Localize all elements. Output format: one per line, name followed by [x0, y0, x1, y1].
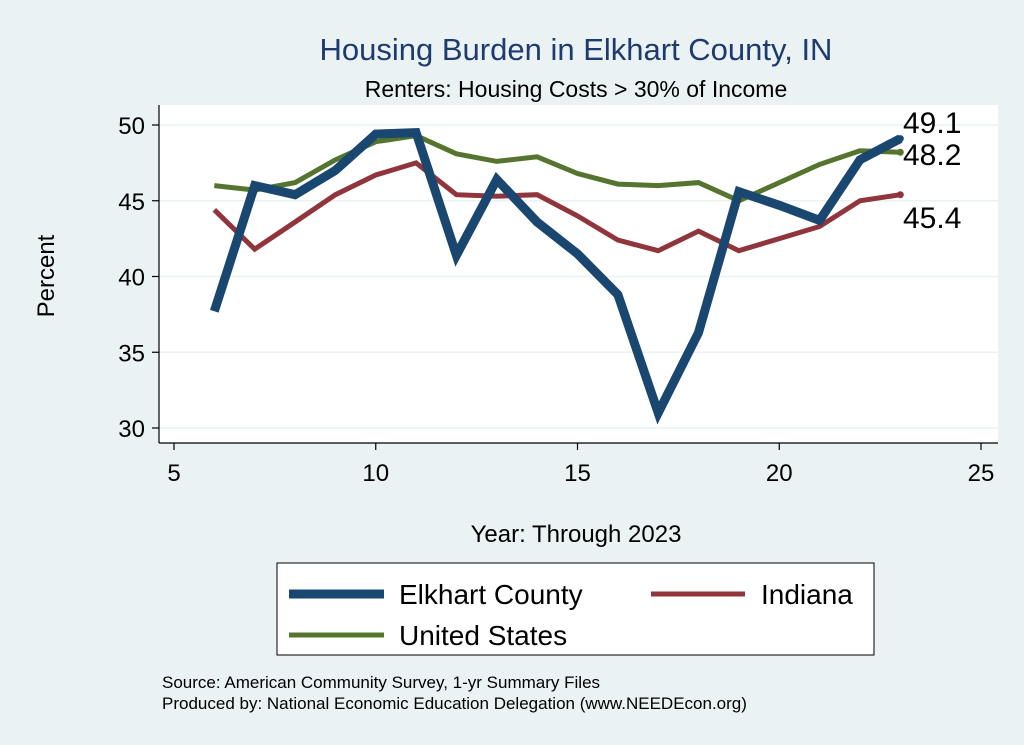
end-label-elkhart-county: 49.1: [903, 107, 961, 140]
x-tick-label-25: 25: [968, 460, 995, 487]
x-tick-label-20: 20: [766, 460, 793, 487]
series-lines: [210, 127, 904, 425]
legend-label-elkhart-county: Elkhart County: [399, 579, 583, 610]
axes: 30 35 40 45 50 5 10 15 20 25: [118, 105, 998, 487]
end-labels: 49.1 45.4 48.2: [903, 107, 961, 235]
legend-box: [276, 562, 875, 656]
x-axis-label: Year: Through 2023: [471, 521, 682, 548]
y-tick-label-50: 50: [118, 113, 145, 140]
end-label-united-states: 48.2: [903, 139, 961, 172]
chart-title: Housing Burden in Elkhart County, IN: [320, 32, 833, 67]
end-point-indiana: [896, 191, 904, 199]
end-point-elkhart-county: [896, 135, 904, 143]
x-tick-label-5: 5: [167, 460, 180, 487]
y-tick-label-30: 30: [118, 416, 145, 443]
end-point-united-states: [896, 148, 904, 156]
chart-subtitle: Renters: Housing Costs > 30% of Income: [365, 76, 788, 102]
source-note: Source: American Community Survey, 1-yr …: [162, 673, 600, 692]
legend-label-united-states: United States: [399, 620, 567, 651]
y-axis-label: Percent: [33, 234, 60, 317]
legend: Elkhart County Indiana United States: [276, 562, 875, 656]
y-tick-label-35: 35: [118, 340, 145, 367]
legend-items: Elkhart County Indiana United States: [289, 579, 853, 651]
series-line-united-states: [214, 133, 901, 204]
y-tick-label-40: 40: [118, 265, 145, 292]
x-tick-label-10: 10: [362, 460, 389, 487]
x-tick-label-15: 15: [564, 460, 591, 487]
series-line-elkhart-county: [210, 127, 903, 425]
legend-label-indiana: Indiana: [761, 579, 853, 610]
end-label-indiana: 45.4: [903, 202, 961, 235]
series-line-indiana: [212, 160, 901, 254]
y-tick-label-45: 45: [118, 189, 145, 216]
producer-note: Produced by: National Economic Education…: [162, 694, 747, 713]
